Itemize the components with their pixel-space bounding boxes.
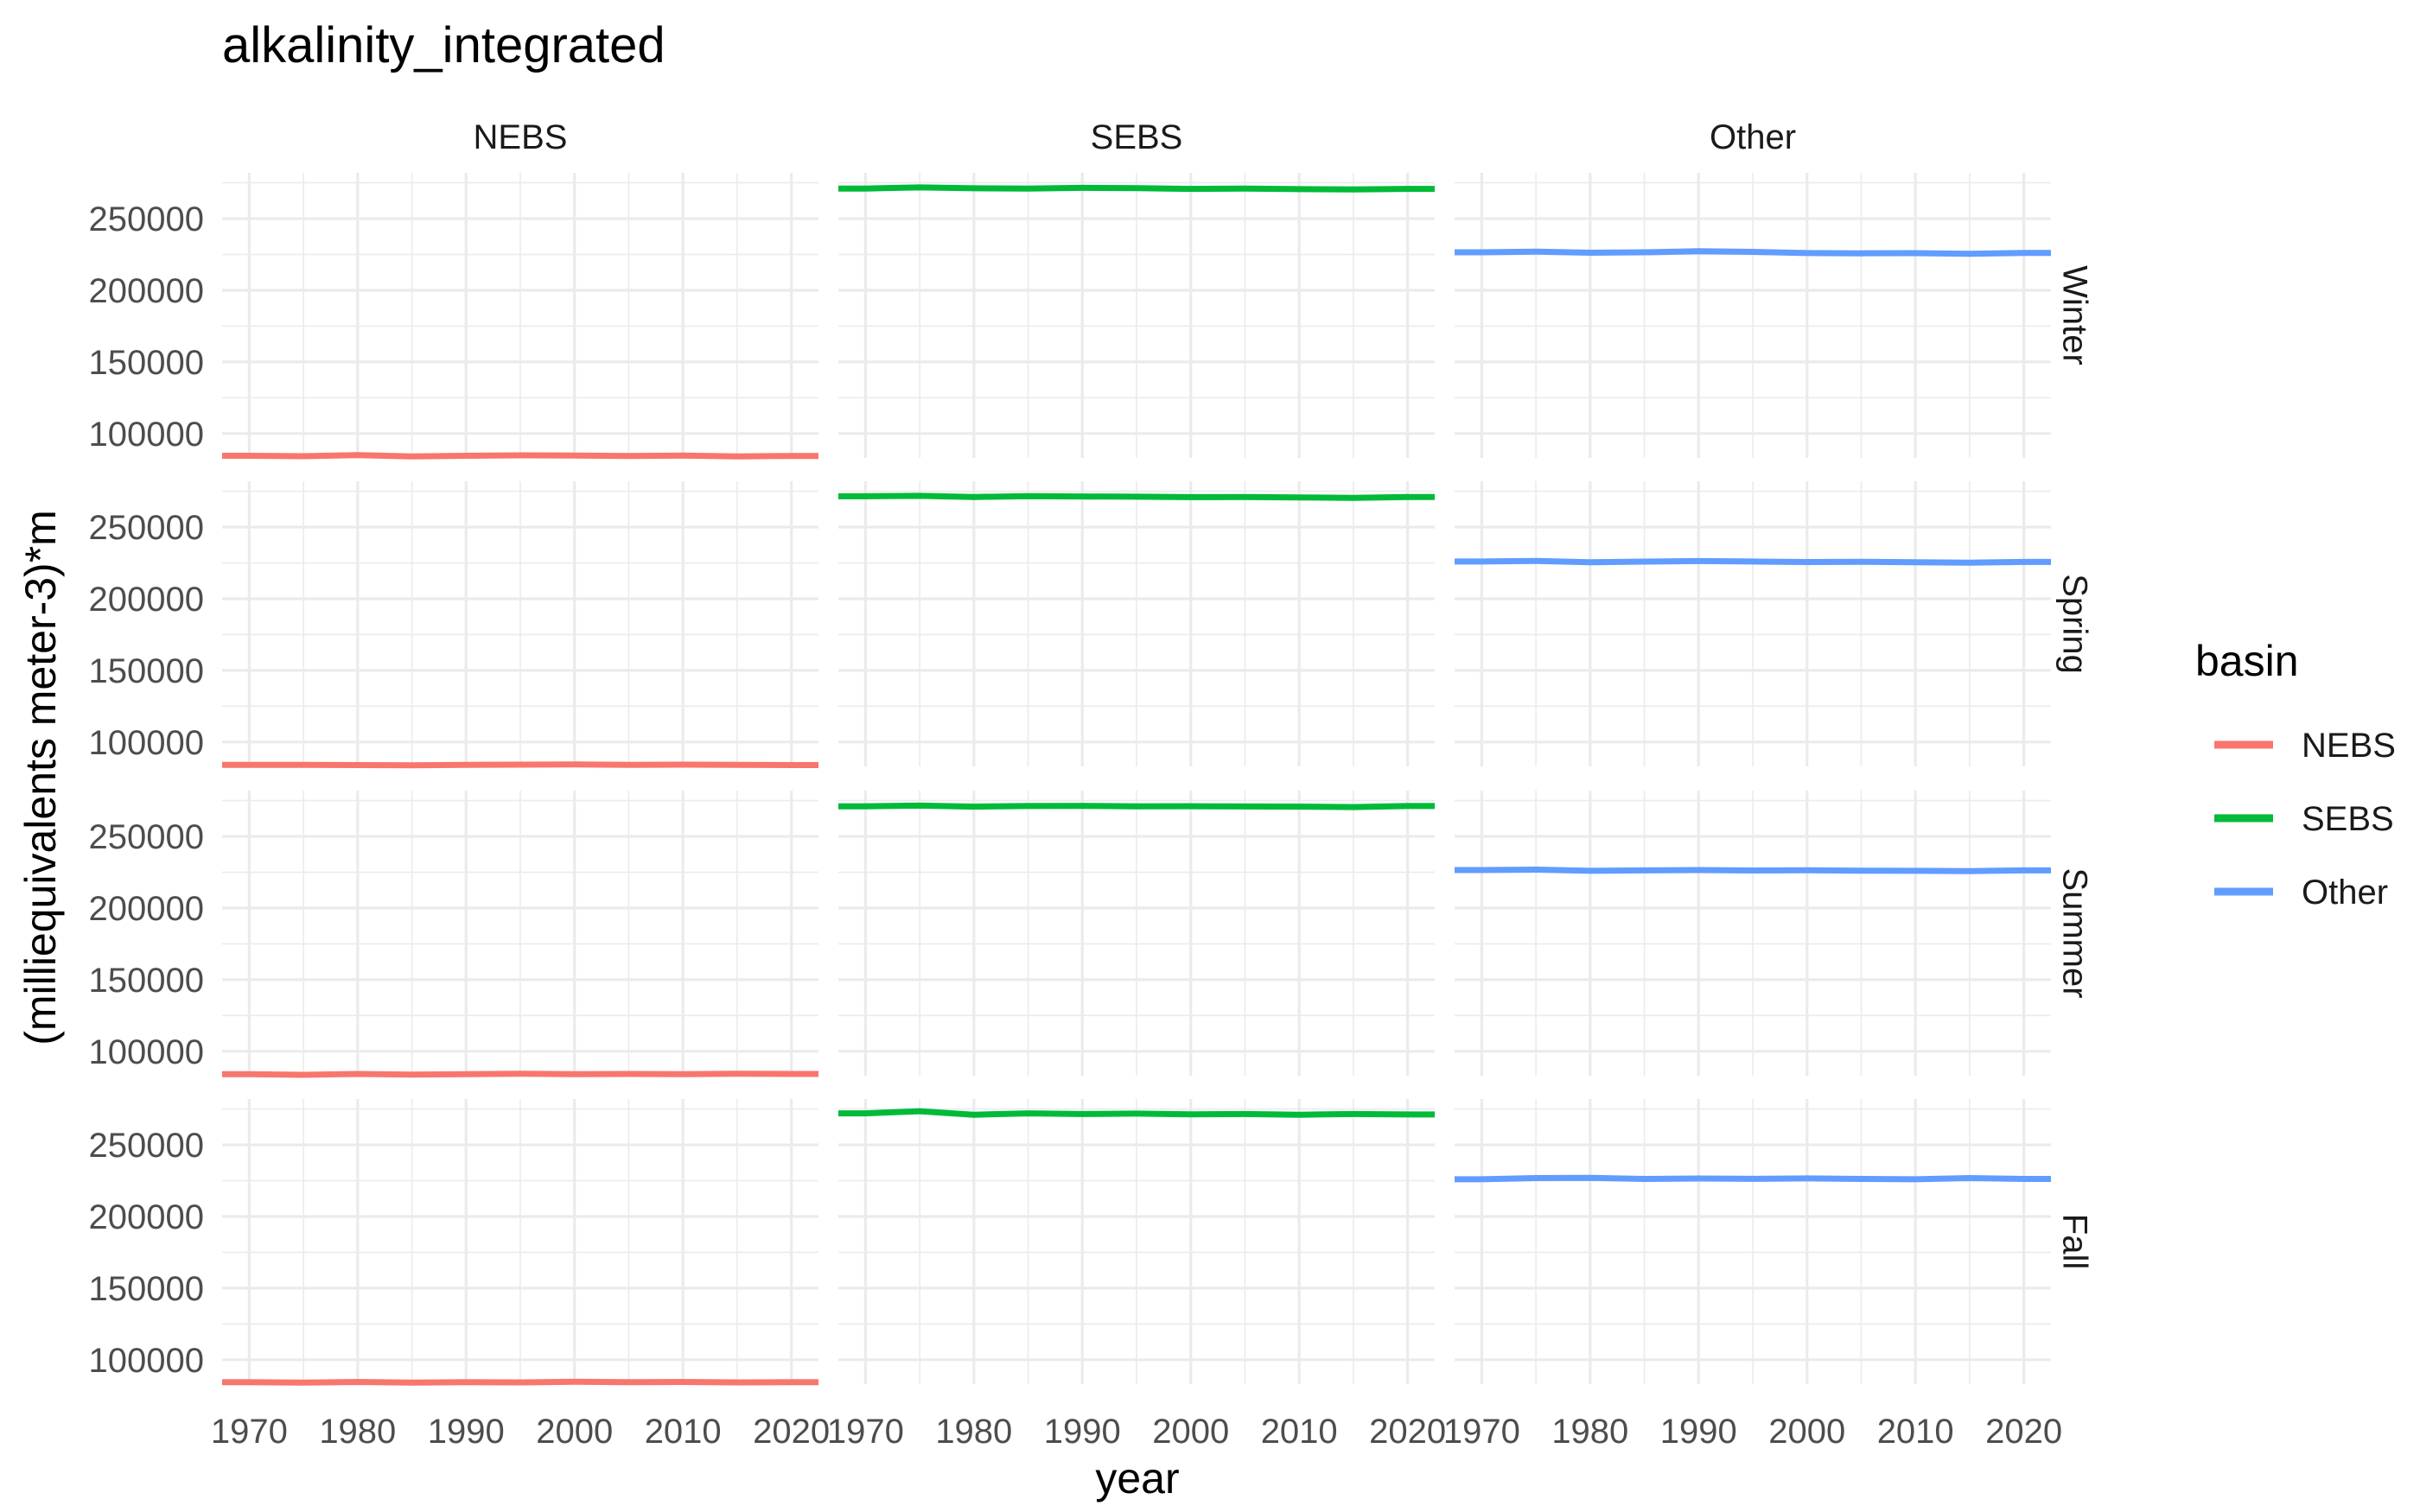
x-tick-label: 2000: [536, 1413, 613, 1451]
panel-fall-sebs: [838, 1099, 1435, 1384]
legend-label-nebs: NEBS: [2302, 727, 2396, 765]
y-tick-label: 250000: [89, 1127, 204, 1165]
series-line-nebs-summer: [222, 1070, 818, 1078]
panel-winter-other: [1455, 173, 2051, 458]
panel-fall-other: [1455, 1099, 2051, 1384]
row-strip-summer: Summer: [2055, 867, 2093, 998]
series-line-sebs-summer: [838, 802, 1435, 810]
panel-spring-nebs: [222, 481, 818, 769]
series-line-other-spring: [1455, 557, 2051, 566]
panel-summer-other: [1455, 791, 2051, 1076]
x-tick-label: 1980: [319, 1413, 396, 1451]
x-tick-label: 1970: [827, 1413, 904, 1451]
facet-panels: [222, 173, 2051, 1386]
x-tick-label: 2010: [1877, 1413, 1954, 1451]
y-tick-label: 250000: [89, 818, 204, 856]
panel-spring-other: [1455, 481, 2051, 766]
x-tick-label: 1990: [1044, 1413, 1121, 1451]
series-line-sebs-winter: [838, 184, 1435, 193]
column-strip-labels: NEBS SEBS Other: [474, 118, 1796, 156]
y-tick-label: 250000: [89, 509, 204, 547]
x-tick-label: 2010: [645, 1413, 722, 1451]
series-line-other-winter: [1455, 248, 2051, 257]
y-tick-label: 150000: [89, 652, 204, 690]
legend: basin NEBS SEBS Other: [2195, 637, 2396, 912]
y-tick-label: 250000: [89, 200, 204, 238]
legend-title: basin: [2195, 637, 2299, 685]
x-tick-label: 1980: [935, 1413, 1012, 1451]
row-strip-spring: Spring: [2055, 574, 2093, 674]
panel-winter-nebs: [222, 173, 818, 460]
column-strip-nebs: NEBS: [474, 118, 568, 156]
y-tick-label: 200000: [89, 1198, 204, 1236]
series-line-nebs-spring: [222, 761, 818, 769]
y-tick-label: 100000: [89, 416, 204, 454]
series-line-nebs-winter: [222, 452, 818, 460]
x-tick-label: 2020: [1369, 1413, 1446, 1451]
y-tick-label: 150000: [89, 962, 204, 1000]
panel-winter-sebs: [838, 173, 1435, 458]
y-tick-label: 200000: [89, 890, 204, 928]
x-tick-label: 1990: [428, 1413, 505, 1451]
y-tick-label: 100000: [89, 1342, 204, 1380]
x-tick-label: 2000: [1152, 1413, 1229, 1451]
column-strip-other: Other: [1710, 118, 1796, 156]
y-tick-label: 100000: [89, 1033, 204, 1071]
x-tick-label: 1980: [1551, 1413, 1628, 1451]
series-line-other-fall: [1455, 1174, 2051, 1183]
panel-spring-sebs: [838, 481, 1435, 766]
y-tick-label: 200000: [89, 272, 204, 310]
y-tick-label: 100000: [89, 724, 204, 762]
row-strip-labels: Winter Spring Summer Fall: [2055, 265, 2093, 1269]
panel-summer-nebs: [222, 791, 818, 1078]
x-axis-title: year: [1095, 1454, 1179, 1502]
y-axis-title: (milliequivalents meter-3)*m: [16, 510, 65, 1045]
row-strip-fall: Fall: [2055, 1214, 2093, 1269]
series-line-other-summer: [1455, 867, 2051, 874]
column-strip-sebs: SEBS: [1091, 118, 1183, 156]
panel-fall-nebs: [222, 1099, 818, 1386]
y-tick-label: 200000: [89, 581, 204, 619]
x-tick-label: 1970: [211, 1413, 288, 1451]
y-tick-label: 150000: [89, 1270, 204, 1308]
x-tick-label: 2000: [1768, 1413, 1845, 1451]
series-line-sebs-fall: [838, 1108, 1435, 1118]
legend-label-sebs: SEBS: [2302, 800, 2394, 838]
row-strip-winter: Winter: [2055, 265, 2093, 365]
series-line-sebs-spring: [838, 492, 1435, 501]
y-tick-label: 150000: [89, 344, 204, 382]
legend-label-other: Other: [2302, 874, 2388, 912]
chart-title: alkalinity_integrated: [222, 17, 666, 73]
panel-summer-sebs: [838, 791, 1435, 1076]
x-tick-label: 2020: [1985, 1413, 2062, 1451]
x-tick-label: 2010: [1261, 1413, 1338, 1451]
x-tick-label: 2020: [753, 1413, 830, 1451]
x-tick-label: 1970: [1443, 1413, 1520, 1451]
x-tick-label: 1990: [1660, 1413, 1737, 1451]
y-axes: 100000 150000 200000 250000 100000 150000 2000…: [89, 200, 204, 1380]
